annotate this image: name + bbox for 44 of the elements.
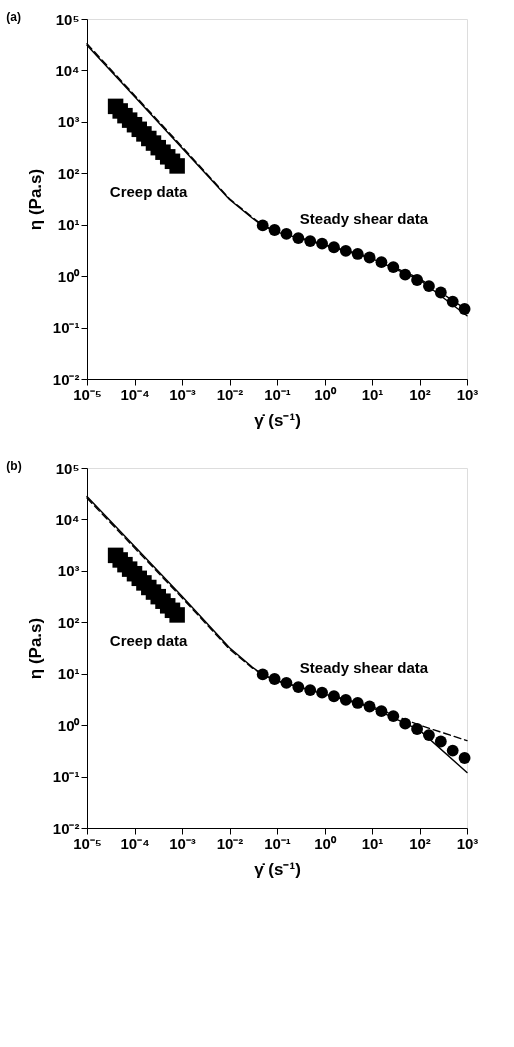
y-tick-label: 10² bbox=[57, 613, 80, 631]
x-tick-label: 10⁻⁴ bbox=[120, 385, 150, 403]
y-tick-label: 10¹ bbox=[57, 216, 80, 234]
x-tick-label: 10⁻² bbox=[216, 385, 244, 403]
x-tick-label: 10¹ bbox=[361, 834, 384, 852]
y-tick-label: 10⁻² bbox=[52, 819, 80, 837]
y-tick-label: 10⁰ bbox=[57, 716, 81, 734]
y-tick-label: 10³ bbox=[57, 113, 80, 131]
y-tick-label: 10⁵ bbox=[55, 10, 80, 28]
x-tick-label: 10⁻¹ bbox=[264, 834, 291, 852]
x-axis-title: γ̇ (s⁻¹) bbox=[254, 859, 301, 879]
x-tick-label: 10⁰ bbox=[314, 834, 337, 852]
x-tick-label: 10⁻³ bbox=[169, 834, 196, 852]
x-tick-label: 10⁰ bbox=[314, 385, 337, 403]
y-tick-label: 10² bbox=[57, 164, 80, 182]
x-tick-label: 10⁻³ bbox=[169, 385, 196, 403]
y-tick-label: 10⁴ bbox=[55, 61, 80, 79]
x-tick-label: 10⁻¹ bbox=[264, 385, 291, 403]
y-tick-label: 10⁰ bbox=[57, 267, 81, 285]
x-tick-label: 10¹ bbox=[361, 385, 384, 403]
annotation: Creep data bbox=[109, 631, 188, 649]
y-tick-label: 10⁵ bbox=[55, 459, 80, 477]
y-axis-title: η (Pa.s) bbox=[25, 617, 45, 680]
x-tick-label: 10² bbox=[409, 385, 431, 403]
annotation: Creep data bbox=[109, 182, 188, 200]
annotation: Steady shear data bbox=[299, 658, 429, 676]
x-tick-label: 10⁻² bbox=[216, 834, 244, 852]
chart-title: (b) bbox=[6, 459, 22, 473]
y-tick-label: 10⁴ bbox=[55, 510, 80, 528]
x-tick-label: 10² bbox=[409, 834, 431, 852]
x-tick-label: 10³ bbox=[456, 834, 479, 852]
x-tick-label: 10³ bbox=[456, 385, 479, 403]
chart-title: (a) bbox=[6, 10, 21, 24]
y-tick-label: 10⁻² bbox=[52, 370, 80, 388]
y-tick-label: 10⁻¹ bbox=[52, 768, 80, 786]
y-axis-title: η (Pa.s) bbox=[25, 168, 45, 231]
x-axis-title: γ̇ (s⁻¹) bbox=[254, 410, 301, 430]
x-tick-label: 10⁻⁵ bbox=[73, 385, 102, 403]
y-tick-label: 10¹ bbox=[57, 665, 80, 683]
annotation: Steady shear data bbox=[299, 209, 429, 227]
y-tick-label: 10⁻¹ bbox=[52, 319, 80, 337]
y-tick-label: 10³ bbox=[57, 562, 80, 580]
x-tick-label: 10⁻⁴ bbox=[120, 834, 150, 852]
x-tick-label: 10⁻⁵ bbox=[73, 834, 102, 852]
